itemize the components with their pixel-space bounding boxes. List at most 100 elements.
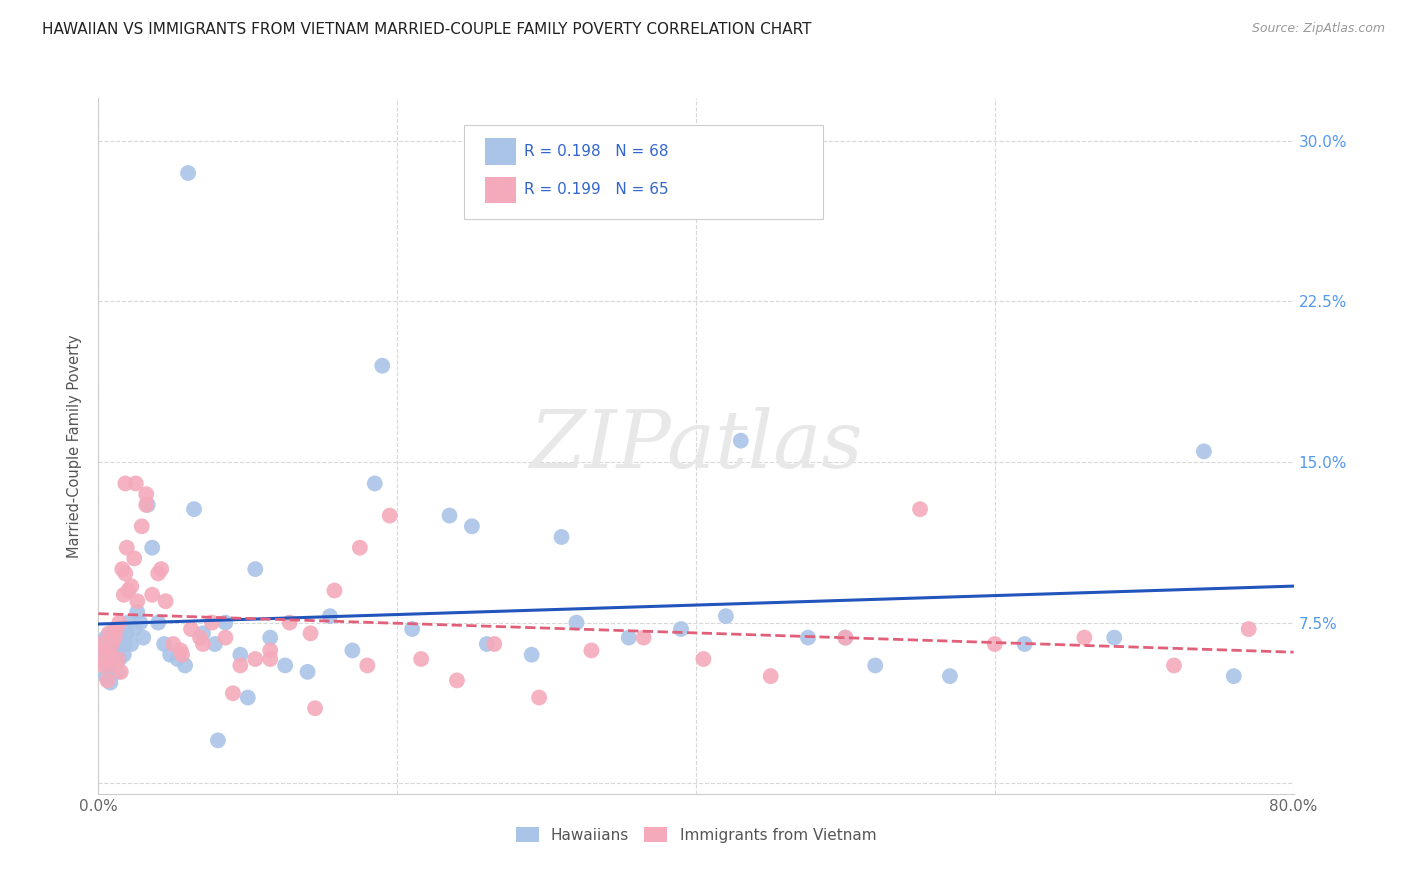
- Point: [730, 434, 752, 448]
- Point: [1014, 637, 1036, 651]
- Point: [174, 658, 197, 673]
- Point: [1163, 658, 1185, 673]
- Point: [633, 631, 655, 645]
- Point: [191, 626, 214, 640]
- Point: [96, 673, 118, 688]
- Text: ZIPatlas: ZIPatlas: [529, 408, 863, 484]
- Point: [349, 541, 371, 555]
- Point: [111, 562, 134, 576]
- Point: [297, 665, 319, 679]
- Point: [484, 637, 506, 651]
- Point: [669, 622, 692, 636]
- Point: [245, 562, 267, 576]
- Point: [1192, 444, 1215, 458]
- Point: [155, 594, 177, 608]
- Point: [166, 652, 188, 666]
- Point: [94, 669, 117, 683]
- Point: [141, 541, 163, 555]
- Point: [342, 643, 364, 657]
- Point: [90, 637, 112, 651]
- Point: [191, 637, 214, 651]
- Point: [107, 665, 129, 679]
- Point: [229, 658, 252, 673]
- Point: [172, 648, 194, 662]
- Point: [245, 652, 267, 666]
- Point: [97, 626, 120, 640]
- Point: [91, 652, 114, 666]
- Point: [124, 551, 146, 566]
- Point: [520, 648, 543, 662]
- Point: [93, 652, 115, 666]
- Point: [274, 658, 297, 673]
- Point: [714, 609, 737, 624]
- Legend: Hawaiians, Immigrants from Vietnam: Hawaiians, Immigrants from Vietnam: [509, 821, 883, 849]
- Point: [129, 615, 152, 630]
- Point: [865, 658, 887, 673]
- Point: [117, 615, 139, 630]
- Point: [692, 652, 714, 666]
- Point: [527, 690, 550, 705]
- Point: [153, 637, 176, 651]
- Point: [364, 476, 387, 491]
- Point: [323, 583, 346, 598]
- Point: [188, 631, 211, 645]
- Point: [214, 615, 236, 630]
- Point: [259, 643, 281, 657]
- Point: [107, 652, 129, 666]
- Text: R = 0.198   N = 68: R = 0.198 N = 68: [524, 145, 669, 159]
- Point: [98, 648, 122, 662]
- Point: [104, 643, 127, 657]
- Point: [439, 508, 461, 523]
- Point: [475, 637, 498, 651]
- Point: [114, 476, 136, 491]
- Point: [259, 652, 281, 666]
- Point: [201, 615, 224, 630]
- Point: [93, 648, 115, 662]
- Point: [214, 631, 236, 645]
- Point: [94, 631, 117, 645]
- Point: [204, 637, 226, 651]
- Point: [1223, 669, 1246, 683]
- Point: [103, 658, 125, 673]
- Point: [461, 519, 484, 533]
- Point: [939, 669, 962, 683]
- Text: HAWAIIAN VS IMMIGRANTS FROM VIETNAM MARRIED-COUPLE FAMILY POVERTY CORRELATION CH: HAWAIIAN VS IMMIGRANTS FROM VIETNAM MARR…: [42, 22, 811, 37]
- Text: Source: ZipAtlas.com: Source: ZipAtlas.com: [1251, 22, 1385, 36]
- Point: [110, 631, 132, 645]
- Point: [299, 626, 322, 640]
- Point: [207, 733, 229, 747]
- Point: [127, 605, 149, 619]
- Point: [101, 637, 124, 651]
- Point: [1073, 631, 1095, 645]
- Point: [446, 673, 468, 688]
- Point: [356, 658, 378, 673]
- Point: [797, 631, 820, 645]
- Point: [834, 631, 856, 645]
- Point: [90, 643, 112, 657]
- Point: [236, 690, 259, 705]
- Point: [97, 648, 120, 662]
- Point: [125, 476, 148, 491]
- Point: [114, 566, 136, 581]
- Point: [101, 652, 124, 666]
- Point: [150, 562, 173, 576]
- Point: [984, 637, 1007, 651]
- Point: [565, 615, 588, 630]
- Point: [110, 665, 132, 679]
- Point: [319, 609, 342, 624]
- Point: [120, 637, 142, 651]
- Point: [229, 648, 252, 662]
- Point: [378, 508, 401, 523]
- Point: [91, 658, 114, 673]
- Point: [159, 648, 181, 662]
- Point: [114, 637, 136, 651]
- Point: [411, 652, 433, 666]
- Point: [169, 643, 191, 657]
- Point: [1237, 622, 1260, 636]
- Point: [105, 622, 128, 636]
- Text: R = 0.199   N = 65: R = 0.199 N = 65: [524, 183, 669, 197]
- Point: [304, 701, 326, 715]
- Point: [550, 530, 572, 544]
- Point: [105, 637, 128, 651]
- Point: [1104, 631, 1126, 645]
